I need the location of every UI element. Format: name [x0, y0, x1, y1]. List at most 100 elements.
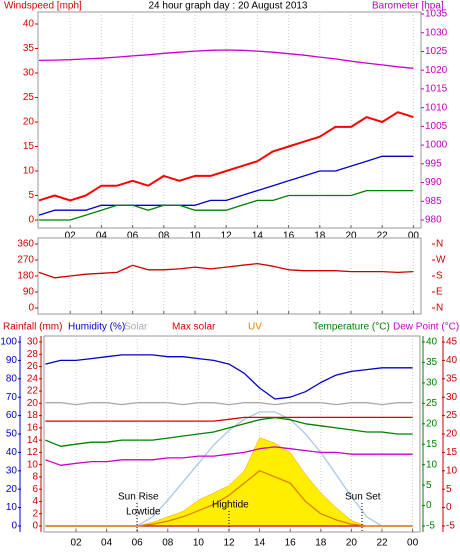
chart-title: 24 hour graph day : 20 August 2013 [148, 1, 307, 12]
y4-tick-label: 40 [446, 355, 458, 366]
y2-tick-label: E [436, 287, 443, 298]
y-tick-label: 30 [23, 68, 35, 79]
y2-tick-label: 1015 [425, 84, 448, 95]
x-tick-label: 08 [162, 538, 174, 549]
annotation: Sun Rise [118, 492, 159, 503]
y3-tick-label: -5 [426, 521, 435, 532]
y2-tick-label: 995 [425, 158, 442, 169]
y-tick-label: 0 [28, 215, 34, 226]
legend-entry: Max solar [172, 322, 216, 333]
y2-tick-label: 1020 [425, 65, 448, 76]
y4-tick-label: 5 [446, 484, 452, 495]
y-tick-label: 90 [23, 287, 35, 298]
series-line [38, 49, 414, 69]
y4-tick-label: 0 [446, 502, 452, 513]
y4-tick-label: 10 [446, 465, 458, 476]
y2-tick-label: 1005 [425, 121, 448, 132]
y-tick-label: 35 [23, 43, 35, 54]
y-tick-label: 0 [28, 303, 34, 314]
annotation: Lowtide [126, 507, 161, 518]
y4-tick-label: 45 [446, 337, 458, 348]
y2-tick-label: 18 [27, 410, 39, 421]
y2-tick-label: 0 [32, 521, 38, 532]
y3-tick-label: 15 [426, 439, 438, 450]
series-line [38, 155, 414, 216]
y4-tick-label: 15 [446, 447, 458, 458]
legend-entry: UV [248, 322, 262, 333]
y-tick-label: 20 [23, 117, 35, 128]
y2-tick-label: 1025 [425, 46, 448, 57]
series-line [39, 189, 414, 221]
x-tick-label: 10 [193, 538, 205, 549]
y3-tick-label: 35 [426, 357, 438, 368]
x-tick-label: 22 [377, 231, 389, 242]
y2-tick-label: 1010 [425, 102, 448, 113]
y-tick-label: 100 [0, 337, 17, 348]
series-line [45, 470, 413, 527]
y-tick-label: 60 [6, 410, 18, 421]
x-tick-label: 04 [101, 538, 113, 549]
y2-tick-label: 8 [32, 472, 38, 483]
legend-entry: Solar [124, 322, 148, 333]
y-tick-label: 40 [23, 19, 35, 30]
y2-tick-label: W [436, 255, 446, 266]
y-tick-label: 40 [6, 447, 18, 458]
y2-tick-label: 26 [27, 361, 39, 372]
y3-tick-label: 5 [426, 480, 432, 491]
y2-tick-label: 16 [27, 423, 39, 434]
y2-tick-label: 1000 [425, 140, 448, 151]
y-tick-label: 30 [6, 465, 18, 476]
y2-tick-label: 20 [27, 398, 39, 409]
y2-tick-label: 990 [425, 177, 442, 188]
series-line [38, 262, 414, 279]
series-line [45, 416, 413, 447]
y2-tick-label: 12 [27, 447, 39, 458]
y-tick-label: 50 [6, 429, 18, 440]
y2-tick-label: S [436, 271, 443, 282]
y3-tick-label: 0 [426, 500, 432, 511]
y-tick-label: 0 [11, 521, 17, 532]
x-tick-label: 14 [254, 538, 266, 549]
y2-tick-label: 980 [425, 215, 442, 226]
plot-frame [37, 237, 422, 315]
x-tick-label: 16 [283, 231, 295, 242]
y4-tick-label: 35 [446, 373, 458, 384]
y-tick-label: 80 [6, 373, 18, 384]
y-tick-label: 20 [6, 484, 18, 495]
series-line [45, 402, 413, 406]
y2-axis-label: Barometer [hpa] [372, 1, 444, 12]
y2-tick-label: 14 [27, 435, 39, 446]
y4-tick-label: -5 [446, 521, 455, 532]
y2-tick-label: 24 [27, 373, 39, 384]
series-line [45, 446, 413, 466]
x-tick-label: 16 [285, 538, 297, 549]
y2-tick-label: N [436, 303, 443, 314]
y-tick-label: 180 [17, 271, 34, 282]
x-tick-label: 02 [70, 538, 82, 549]
series-line [38, 111, 414, 202]
annotation: Sun Set [345, 492, 381, 503]
y2-tick-label: 1035 [425, 9, 448, 20]
legend-entry: Dew Point (°C) [393, 322, 459, 333]
x-tick-label: 00 [407, 538, 419, 549]
x-tick-label: 18 [315, 538, 327, 549]
y2-tick-label: N [436, 239, 443, 250]
series-line [45, 416, 413, 422]
y-tick-label: 10 [23, 166, 35, 177]
annotation: Hightide [212, 500, 249, 511]
x-tick-label: 14 [252, 231, 264, 242]
y2-tick-label: 10 [27, 459, 39, 470]
y2-tick-label: 6 [32, 484, 38, 495]
y-tick-label: 270 [17, 255, 34, 266]
legend-entry: Rainfall (mm) [3, 322, 62, 333]
x-tick-label: 18 [314, 231, 326, 242]
series-line [45, 354, 413, 400]
y-tick-label: 10 [6, 502, 18, 513]
x-tick-label: 10 [189, 231, 201, 242]
x-tick-label: 12 [223, 538, 235, 549]
y-axis-label: Windspeed [mph] [4, 1, 82, 12]
x-tick-label: 00 [408, 231, 420, 242]
y-tick-label: 25 [23, 92, 35, 103]
y-tick-label: 15 [23, 141, 35, 152]
